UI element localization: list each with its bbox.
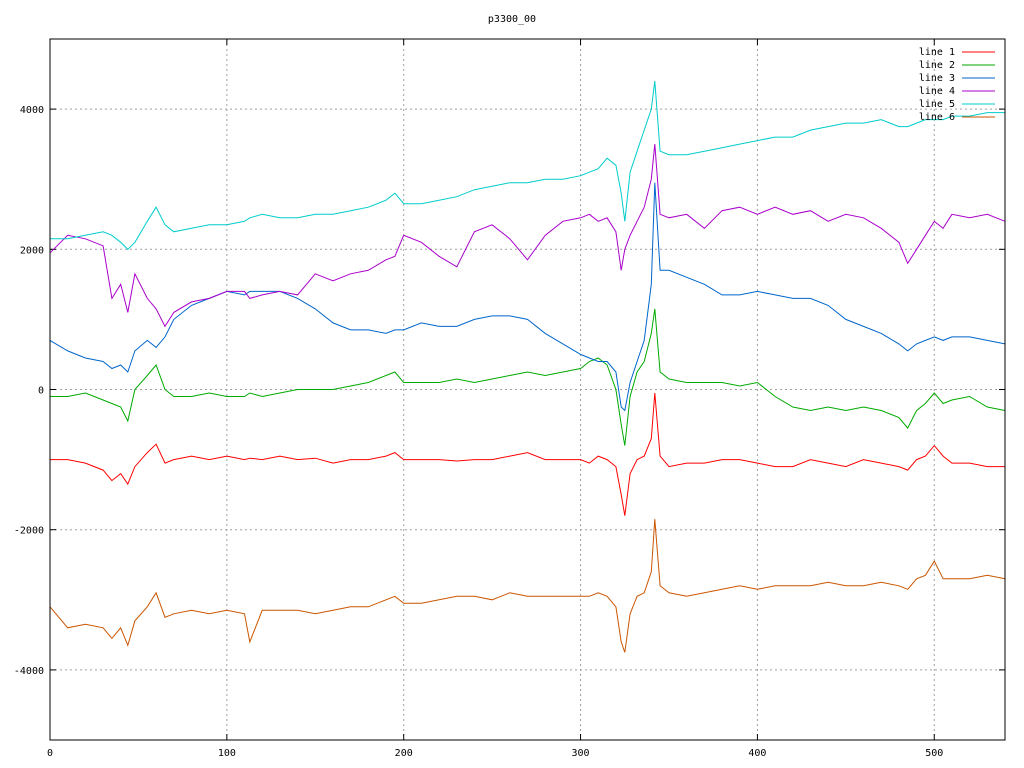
y-tick-label: -4000 — [14, 666, 44, 677]
grid-lines — [49, 39, 1005, 740]
y-axis: -4000 -2000 0 2000 4000 — [14, 105, 1005, 677]
chart-title: p3300_00 — [488, 14, 536, 25]
y-tick-label: 0 — [38, 386, 44, 397]
series-line-1 — [50, 392, 1005, 516]
series-line-6 — [49, 519, 1006, 653]
x-tick-label: 0 — [47, 748, 53, 759]
legend: line 1 line 2 line 3 line 4 line 5 line 6 — [919, 47, 995, 123]
x-tick-label: 400 — [748, 748, 766, 759]
legend-label-6: line 6 — [919, 112, 955, 123]
y-tick-label: 4000 — [20, 105, 44, 116]
x-tick-label: 200 — [395, 748, 413, 759]
x-axis: 0 100 200 300 400 500 — [47, 39, 943, 759]
series-line-3 — [49, 182, 1006, 412]
series-lines — [49, 81, 1006, 653]
y-tick-label: -2000 — [14, 526, 44, 537]
series-line-5 — [50, 81, 1005, 251]
legend-label-2: line 2 — [919, 60, 955, 71]
legend-label-4: line 4 — [919, 86, 955, 97]
legend-label-1: line 1 — [919, 47, 955, 58]
x-tick-label: 300 — [572, 748, 590, 759]
legend-label-5: line 5 — [919, 99, 955, 110]
y-tick-label: 2000 — [20, 245, 44, 256]
series-line-4 — [49, 144, 1006, 328]
legend-label-3: line 3 — [919, 73, 955, 84]
x-tick-label: 100 — [218, 748, 236, 759]
x-tick-label: 500 — [925, 748, 943, 759]
plot-frame — [49, 38, 1006, 741]
series-line-2 — [50, 308, 1006, 446]
